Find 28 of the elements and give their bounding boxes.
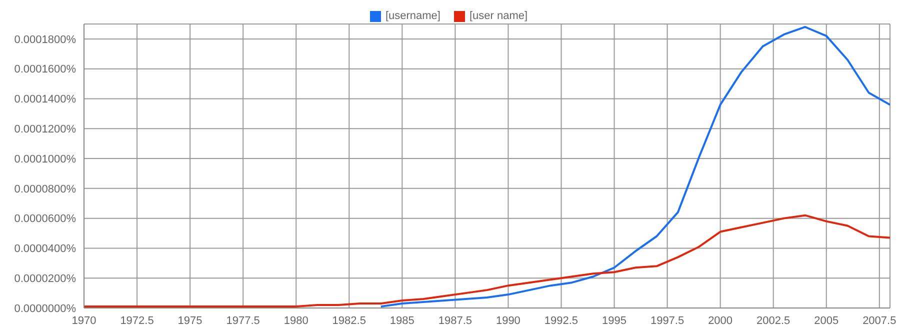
y-tick-label: 0.0000400% (14, 243, 76, 256)
x-tick-label: 1972.5 (120, 314, 154, 327)
y-tick-label: 0.0001200% (14, 124, 76, 136)
y-tick-label: 0.0000800% (14, 183, 76, 196)
x-tick-label: 1980 (284, 314, 308, 327)
x-tick-label: 1990 (496, 314, 520, 327)
x-tick-label: 2000 (708, 314, 733, 327)
y-tick-label: 0.0000200% (14, 273, 76, 286)
y-tick-label: 0.0001400% (14, 94, 76, 106)
x-tick-label: 2007.5 (862, 314, 896, 327)
x-tick-label: 2005 (814, 314, 839, 327)
y-tick-label: 0.0001800% (14, 34, 76, 46)
x-tick-label: 1985 (390, 314, 414, 327)
x-tick-label: 1970 (72, 314, 96, 327)
legend-label: [username] (385, 10, 440, 22)
y-tick-label: 0.0001000% (14, 153, 76, 166)
legend-label: [user name] (469, 10, 528, 22)
x-tick-label: 1997.5 (650, 314, 684, 327)
x-tick-label: 1992.5 (544, 314, 578, 327)
x-tick-label: 1977.5 (226, 314, 260, 327)
y-tick-label: 0.0000600% (14, 213, 76, 226)
x-tick-label: 1982.5 (332, 314, 366, 327)
x-tick-label: 1975 (178, 314, 202, 327)
x-tick-label: 1995 (602, 314, 627, 327)
y-tick-label: 0.0000000% (14, 302, 76, 315)
x-tick-label: 2002.5 (756, 314, 790, 327)
x-tick-label: 1987.5 (438, 314, 472, 327)
y-tick-label: 0.0001600% (14, 64, 76, 76)
